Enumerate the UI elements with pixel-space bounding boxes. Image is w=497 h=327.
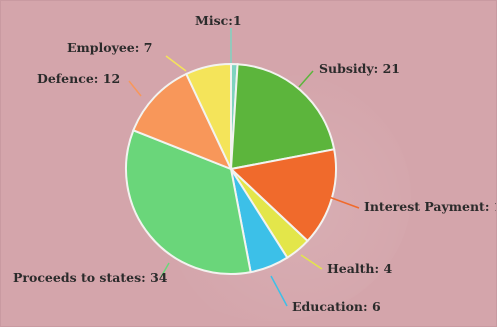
slice-label-proceeds-to-states: Proceeds to states: 34: [13, 270, 168, 285]
leader-line-education: [270, 275, 288, 307]
slice-label-misc: Misc:1: [195, 13, 242, 28]
pie-slice-employee: [184, 62, 232, 170]
leader-line-defence: [128, 80, 142, 97]
slice-labels: Misc:1 Subsidy: 21 Interest Payment: 15 Hea…: [13, 13, 497, 314]
leader-line-employee: [165, 55, 187, 72]
pie-slice-subsidy: [229, 63, 336, 171]
pie-slice-proceeds-to-states: [125, 129, 252, 275]
slice-label-health: Health: 4: [327, 261, 392, 276]
pie-slices: [125, 62, 337, 275]
leader-line-interest-payment: [328, 196, 360, 209]
pie-slice-defence: [132, 72, 233, 171]
slice-label-employee: Employee: 7: [67, 40, 152, 55]
leader-line-subsidy: [298, 70, 314, 88]
slice-label-education: Education: 6: [292, 299, 381, 314]
slice-label-subsidy: Subsidy: 21: [319, 61, 400, 76]
slice-label-defence: Defence: 12: [37, 71, 120, 86]
leader-line-health: [300, 254, 323, 270]
leader-line-proceeds-to-states: [160, 262, 170, 278]
leader-lines: [128, 28, 360, 307]
slice-label-interest-payment: Interest Payment: 15: [364, 199, 497, 214]
